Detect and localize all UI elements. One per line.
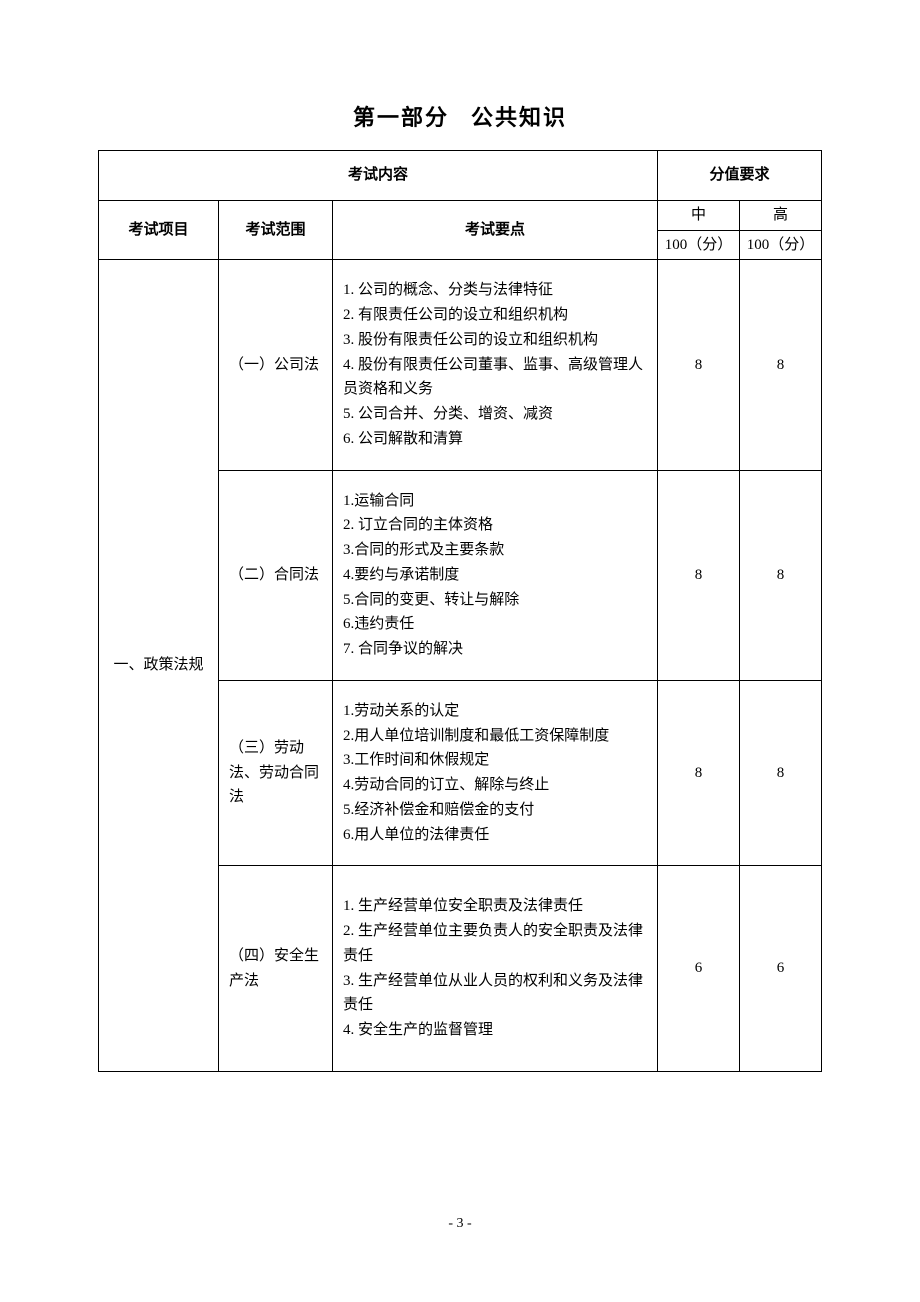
- header-mid-score: 100（分）: [657, 230, 739, 260]
- header-high-score: 100（分）: [739, 230, 821, 260]
- header-range: 考试范围: [219, 200, 333, 260]
- points-cell: 1. 公司的概念、分类与法律特征 2. 有限责任公司的设立和组织机构 3. 股份…: [333, 260, 658, 470]
- range-cell: （三）劳动法、劳动合同法: [219, 680, 333, 866]
- points-cell: 1.劳动关系的认定 2.用人单位培训制度和最低工资保障制度 3.工作时间和休假规…: [333, 680, 658, 866]
- points-text: 1. 公司的概念、分类与法律特征 2. 有限责任公司的设立和组织机构 3. 股份…: [343, 278, 647, 451]
- table-row: 一、政策法规 （一）公司法 1. 公司的概念、分类与法律特征 2. 有限责任公司…: [99, 260, 822, 470]
- high-score-cell: 8: [739, 260, 821, 470]
- range-cell: （二）合同法: [219, 470, 333, 680]
- mid-score-cell: 8: [657, 260, 739, 470]
- table-header-row-2: 考试项目 考试范围 考试要点 中 高: [99, 200, 822, 230]
- title-part-2: 公共知识: [471, 105, 567, 130]
- table-header-row-1: 考试内容 分值要求: [99, 151, 822, 201]
- points-text: 1. 生产经营单位安全职责及法律责任 2. 生产经营单位主要负责人的安全职责及法…: [343, 894, 647, 1043]
- mid-score-cell: 8: [657, 470, 739, 680]
- title-part-1: 第一部分: [353, 105, 449, 130]
- points-text: 1.运输合同 2. 订立合同的主体资格 3.合同的形式及主要条款 4.要约与承诺…: [343, 489, 647, 662]
- mid-score-cell: 8: [657, 680, 739, 866]
- syllabus-table: 考试内容 分值要求 考试项目 考试范围 考试要点 中 高 100（分） 100（…: [98, 150, 822, 1072]
- mid-score-cell: 6: [657, 866, 739, 1072]
- page-title: 第一部分公共知识: [98, 100, 822, 132]
- header-subject: 考试项目: [99, 200, 219, 260]
- header-content: 考试内容: [99, 151, 658, 201]
- high-score-cell: 8: [739, 470, 821, 680]
- header-score-req: 分值要求: [657, 151, 821, 201]
- points-cell: 1.运输合同 2. 订立合同的主体资格 3.合同的形式及主要条款 4.要约与承诺…: [333, 470, 658, 680]
- range-cell: （一）公司法: [219, 260, 333, 470]
- subject-cell: 一、政策法规: [99, 260, 219, 1072]
- header-high: 高: [739, 200, 821, 230]
- high-score-cell: 6: [739, 866, 821, 1072]
- range-cell: （四）安全生产法: [219, 866, 333, 1072]
- points-text: 1.劳动关系的认定 2.用人单位培训制度和最低工资保障制度 3.工作时间和休假规…: [343, 699, 647, 848]
- points-cell: 1. 生产经营单位安全职责及法律责任 2. 生产经营单位主要负责人的安全职责及法…: [333, 866, 658, 1072]
- header-points: 考试要点: [333, 200, 658, 260]
- page-number: - 3 -: [0, 1216, 920, 1232]
- header-mid: 中: [657, 200, 739, 230]
- high-score-cell: 8: [739, 680, 821, 866]
